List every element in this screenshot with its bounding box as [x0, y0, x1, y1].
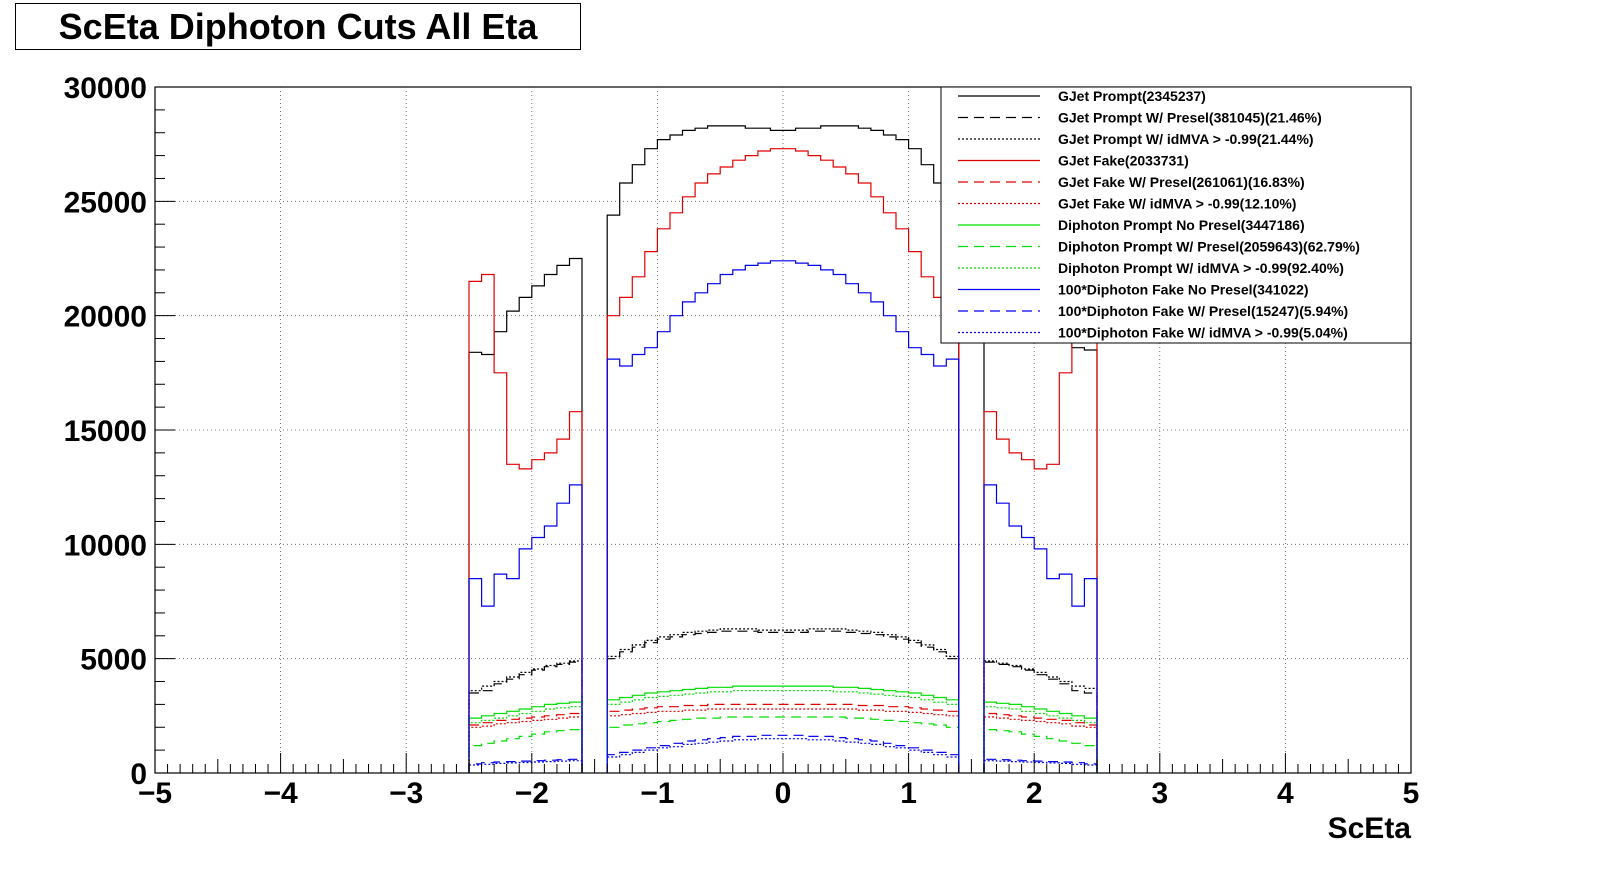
series-line-4 — [983, 712, 1098, 773]
series-line-1 — [468, 661, 583, 773]
series-line-2 — [468, 660, 583, 773]
chart-title: ScEta Diphoton Cuts All Eta — [58, 5, 538, 47]
series-line-10 — [983, 758, 1098, 773]
legend-entry: Diphoton Prompt No Presel(3447186) — [1058, 217, 1305, 233]
series-line-1 — [606, 630, 960, 773]
series-line-8 — [606, 690, 960, 773]
series-line-8 — [468, 706, 583, 773]
series-line-3 — [468, 273, 583, 773]
legend-entry: GJet Prompt W/ idMVA > -0.99(21.44%) — [1058, 131, 1314, 147]
y-tick-label: 10000 — [64, 529, 147, 562]
legend-entry: GJet Fake(2033731) — [1058, 153, 1189, 169]
series-line-5 — [983, 716, 1098, 773]
series-line-6 — [606, 685, 960, 773]
legend-entry: Diphoton Prompt W/ Presel(2059643)(62.79… — [1058, 239, 1360, 255]
x-tick-label: 5 — [1403, 777, 1420, 810]
y-tick-label: 30000 — [64, 72, 147, 105]
legend-box — [940, 86, 1412, 344]
series-line-2 — [606, 628, 960, 773]
y-tick-label: 20000 — [64, 301, 147, 334]
series-line-4 — [606, 703, 960, 773]
legend: GJet Prompt(2345237) GJet Prompt W/ Prese… — [940, 86, 1412, 344]
series-line-1 — [983, 661, 1098, 773]
series-line-3 — [606, 148, 960, 773]
series-line-0 — [606, 125, 960, 773]
series-line-9 — [468, 484, 583, 773]
legend-entry: 100*Diphoton Fake No Presel(341022) — [1058, 282, 1309, 298]
axis-layer: −5 −4 −3 −2 −1 0 1 2 3 4 5 0 5000 10000 15000 20000 2500… — [64, 72, 1420, 810]
x-tick-label: 2 — [1026, 777, 1043, 810]
x-tick-label: 0 — [775, 777, 792, 810]
series-line-10 — [468, 758, 583, 773]
series-line-10 — [606, 734, 960, 773]
y-tick-label: 5000 — [80, 644, 147, 677]
series-line-6 — [468, 701, 583, 773]
x-tick-label: 3 — [1151, 777, 1168, 810]
series-line-11 — [606, 738, 960, 773]
series-line-7 — [468, 729, 583, 773]
series-line-5 — [468, 716, 583, 773]
x-tick-label: 4 — [1277, 777, 1294, 810]
legend-entry: Diphoton Prompt W/ idMVA > -0.99(92.40%) — [1058, 260, 1344, 276]
y-tick-label: 0 — [130, 758, 147, 791]
legend-entry: GJet Prompt W/ Presel(381045)(21.46%) — [1058, 110, 1322, 126]
legend-entry: 100*Diphoton Fake W/ Presel(15247)(5.94%… — [1058, 303, 1348, 319]
series-line-2 — [983, 660, 1098, 773]
x-tick-label: −4 — [263, 777, 298, 810]
x-tick-label: 1 — [900, 777, 917, 810]
x-tick-label: −5 — [138, 777, 172, 810]
legend-entry: GJet Prompt(2345237) — [1058, 88, 1206, 104]
x-tick-label: −2 — [515, 777, 549, 810]
y-tick-label: 15000 — [64, 415, 147, 448]
series-line-11 — [468, 760, 583, 773]
series-line-9 — [983, 484, 1098, 773]
series-line-3 — [983, 292, 1098, 773]
series-line-9 — [606, 260, 960, 773]
grid-layer — [155, 87, 1411, 773]
series-line-7 — [983, 729, 1098, 773]
series-line-7 — [606, 716, 960, 773]
legend-entry: GJet Fake W/ Presel(261061)(16.83%) — [1058, 174, 1305, 190]
x-tick-label: −3 — [389, 777, 423, 810]
chart-title-box: ScEta Diphoton Cuts All Eta — [15, 3, 581, 50]
series-line-0 — [468, 257, 583, 773]
legend-entry: 100*Diphoton Fake W/ idMVA > -0.99(5.04%… — [1058, 325, 1348, 341]
series-line-4 — [468, 712, 583, 773]
x-axis-title: ScEta — [1328, 812, 1412, 845]
series-line-5 — [606, 708, 960, 773]
x-tick-label: −1 — [640, 777, 674, 810]
series-line-6 — [983, 701, 1098, 773]
legend-entry: GJet Fake W/ idMVA > -0.99(12.10%) — [1058, 196, 1296, 212]
series-line-8 — [983, 706, 1098, 773]
y-tick-label: 25000 — [64, 186, 147, 219]
